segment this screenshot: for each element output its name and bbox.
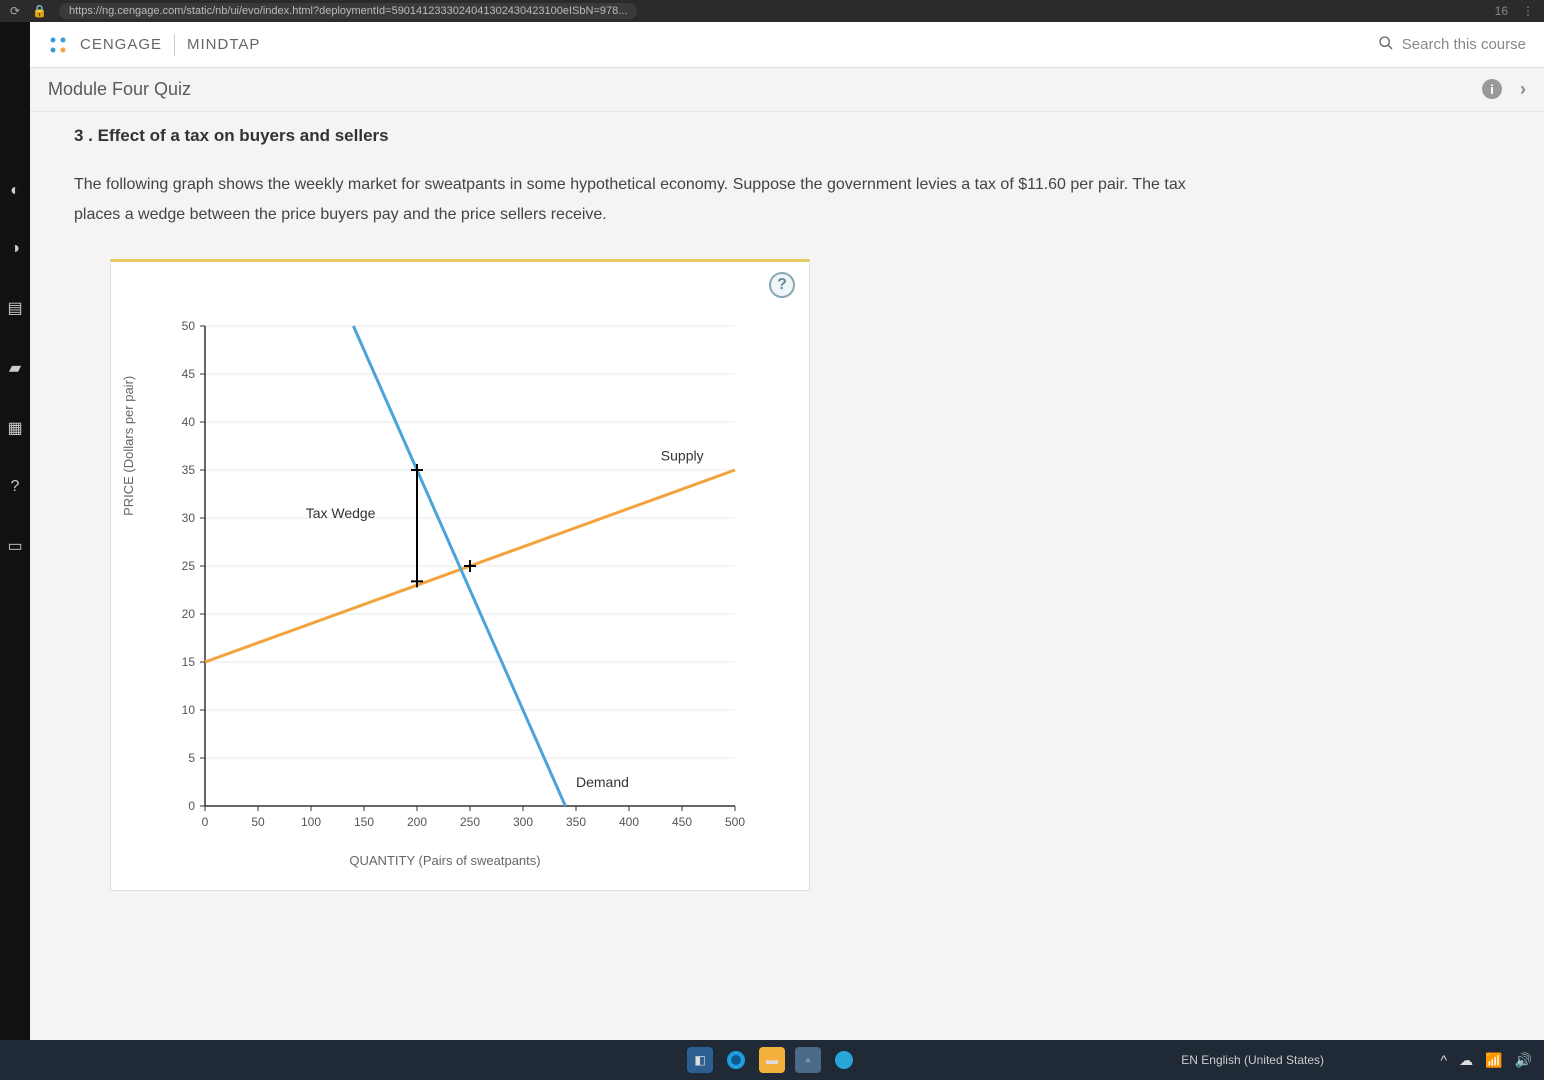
- reload-icon[interactable]: ⟳: [10, 4, 20, 18]
- tab-count-badge[interactable]: 16: [1495, 4, 1508, 18]
- taskbar-icon-explorer[interactable]: ▬: [759, 1047, 785, 1073]
- module-title: Module Four Quiz: [48, 79, 191, 100]
- x-axis-label: QUANTITY (Pairs of sweatpants): [349, 853, 540, 868]
- lock-icon: 🔒: [32, 4, 47, 18]
- taskbar-icon-edge[interactable]: [723, 1047, 749, 1073]
- svg-text:0: 0: [188, 799, 195, 813]
- url-text[interactable]: https://ng.cengage.com/static/nb/ui/evo/…: [59, 3, 637, 19]
- tray-wifi-icon[interactable]: 📶: [1485, 1052, 1502, 1069]
- question-number: 3 .: [74, 126, 98, 145]
- svg-text:30: 30: [182, 511, 196, 525]
- svg-text:50: 50: [251, 815, 265, 829]
- taskbar-icon-chrome[interactable]: [831, 1047, 857, 1073]
- svg-text:250: 250: [460, 815, 480, 829]
- y-axis-label: PRICE (Dollars per pair): [121, 376, 136, 516]
- svg-text:Supply: Supply: [661, 447, 704, 463]
- svg-text:350: 350: [566, 815, 586, 829]
- svg-text:200: 200: [407, 815, 427, 829]
- svg-text:5: 5: [188, 751, 195, 765]
- svg-text:45: 45: [182, 367, 196, 381]
- info-icon[interactable]: i: [1482, 79, 1502, 99]
- chart[interactable]: 0510152025303540455005010015020025030035…: [125, 306, 765, 866]
- nav-icon-2[interactable]: ◑: [10, 240, 20, 258]
- taskbar-icon-1[interactable]: ◧: [687, 1047, 713, 1073]
- nav-icon-book[interactable]: ▤: [7, 298, 22, 318]
- svg-text:500: 500: [725, 815, 745, 829]
- nav-icon-help[interactable]: ?: [11, 478, 20, 496]
- tray-cloud-icon[interactable]: ☁: [1459, 1052, 1473, 1069]
- svg-text:35: 35: [182, 463, 196, 477]
- brand-divider: [174, 34, 175, 56]
- nav-icon-grad[interactable]: ▰: [9, 358, 21, 378]
- svg-text:Tax Wedge: Tax Wedge: [306, 505, 376, 521]
- graph-help-icon[interactable]: ?: [769, 272, 795, 298]
- main-content: CENGAGE MINDTAP Search this course Modul…: [30, 22, 1544, 1040]
- course-search[interactable]: Search this course: [1378, 35, 1526, 55]
- svg-text:400: 400: [619, 815, 639, 829]
- question-title: 3 . Effect of a tax on buyers and seller…: [74, 126, 1500, 146]
- cengage-logo-icon: [48, 35, 68, 55]
- taskbar-language[interactable]: EN English (United States): [1181, 1053, 1324, 1067]
- windows-taskbar[interactable]: ◧ ▬ ▫ EN English (United States) ^ ☁ 📶 🔊: [0, 1040, 1544, 1080]
- system-tray[interactable]: ^ ☁ 📶 🔊: [1441, 1052, 1532, 1069]
- left-nav-rail: ◐ ◑ ▤ ▰ ▦ ? ▭: [0, 22, 30, 1040]
- svg-text:Demand: Demand: [576, 774, 629, 790]
- expand-icon[interactable]: ›: [1520, 79, 1526, 100]
- taskbar-icon-store[interactable]: ▫: [795, 1047, 821, 1073]
- svg-text:50: 50: [182, 319, 196, 333]
- svg-text:25: 25: [182, 559, 196, 573]
- svg-text:0: 0: [202, 815, 209, 829]
- brand-product: MINDTAP: [187, 36, 260, 53]
- nav-icon-1[interactable]: ◐: [10, 182, 20, 200]
- browser-address-bar: ⟳ 🔒 https://ng.cengage.com/static/nb/ui/…: [0, 0, 1544, 22]
- svg-text:15: 15: [182, 655, 196, 669]
- tray-volume-icon[interactable]: 🔊: [1515, 1052, 1532, 1069]
- svg-text:300: 300: [513, 815, 533, 829]
- svg-text:10: 10: [182, 703, 196, 717]
- brand-name: CENGAGE: [80, 36, 162, 53]
- question-content: 3 . Effect of a tax on buyers and seller…: [30, 112, 1544, 905]
- nav-icon-chat[interactable]: ▭: [7, 536, 22, 556]
- module-header: Module Four Quiz i ›: [30, 68, 1544, 112]
- graph-panel: ? 05101520253035404550050100150200250300…: [110, 259, 810, 891]
- svg-text:20: 20: [182, 607, 196, 621]
- svg-text:450: 450: [672, 815, 692, 829]
- svg-text:150: 150: [354, 815, 374, 829]
- search-placeholder: Search this course: [1402, 36, 1526, 53]
- search-icon: [1378, 35, 1394, 55]
- question-body: The following graph shows the weekly mar…: [74, 170, 1194, 231]
- nav-icon-brief[interactable]: ▦: [7, 418, 22, 438]
- brand-header: CENGAGE MINDTAP Search this course: [30, 22, 1544, 68]
- tray-chevron-icon[interactable]: ^: [1441, 1052, 1448, 1068]
- svg-text:40: 40: [182, 415, 196, 429]
- svg-text:100: 100: [301, 815, 321, 829]
- question-title-text: Effect of a tax on buyers and sellers: [98, 126, 389, 145]
- taskbar-center: ◧ ▬ ▫: [687, 1047, 857, 1073]
- menu-icon[interactable]: ⋮: [1522, 4, 1534, 18]
